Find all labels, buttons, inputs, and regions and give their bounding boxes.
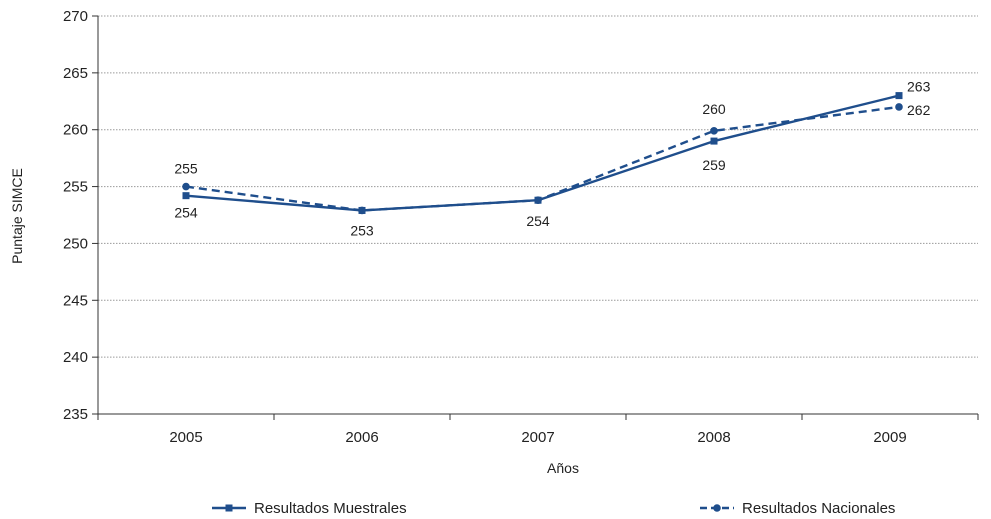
- y-axis-title: Puntaje SIMCE: [9, 168, 25, 264]
- data-point-square: [895, 92, 903, 100]
- legend: Resultados Muestrales Resultados Nacional…: [212, 500, 895, 517]
- data-label: 254: [174, 205, 198, 221]
- data-point-circle: [710, 127, 718, 135]
- x-tick-label: 2008: [697, 429, 730, 446]
- data-label: 255: [174, 161, 198, 177]
- y-tick-label: 260: [63, 122, 88, 139]
- x-tick-label: 2006: [345, 429, 378, 446]
- data-label: 262: [907, 102, 931, 118]
- data-label: 260: [702, 101, 726, 117]
- data-point-circle: [534, 196, 542, 205]
- data-point-circle: [182, 182, 190, 191]
- legend-marker-circle: [713, 504, 721, 512]
- gridlines: [98, 15, 978, 358]
- y-tick-label: 235: [63, 406, 88, 423]
- y-tick-label: 270: [63, 8, 88, 25]
- axes: 235 240 245 250 255 260 265 270 2005 2006 2007 2008…: [63, 8, 979, 446]
- data-labels: 254 253 254 259 263 255 260 262: [174, 79, 930, 239]
- data-point-square: [182, 192, 190, 200]
- legend-marker-square: [225, 504, 233, 512]
- x-axis-title: Años: [547, 460, 579, 476]
- legend-label: Resultados Muestrales: [254, 500, 407, 517]
- data-label: 253: [350, 222, 374, 238]
- x-tick-label: 2009: [873, 429, 906, 446]
- x-tick-label: 2007: [521, 429, 554, 446]
- data-label: 259: [702, 157, 726, 173]
- y-tick-label: 250: [63, 235, 88, 252]
- y-tick-label: 265: [63, 65, 88, 82]
- data-point-square: [710, 137, 718, 145]
- y-tick-label: 240: [63, 349, 88, 366]
- y-tick-label: 245: [63, 292, 88, 309]
- series-line-0: [185, 94, 900, 212]
- data-point-circle: [358, 206, 366, 215]
- data-point-circle: [895, 103, 903, 111]
- data-label: 254: [526, 213, 550, 229]
- x-tick-label: 2005: [169, 429, 202, 446]
- legend-label: Resultados Nacionales: [742, 500, 895, 517]
- data-label: 263: [907, 79, 931, 95]
- y-tick-label: 255: [63, 179, 88, 196]
- series-lines: [182, 92, 903, 215]
